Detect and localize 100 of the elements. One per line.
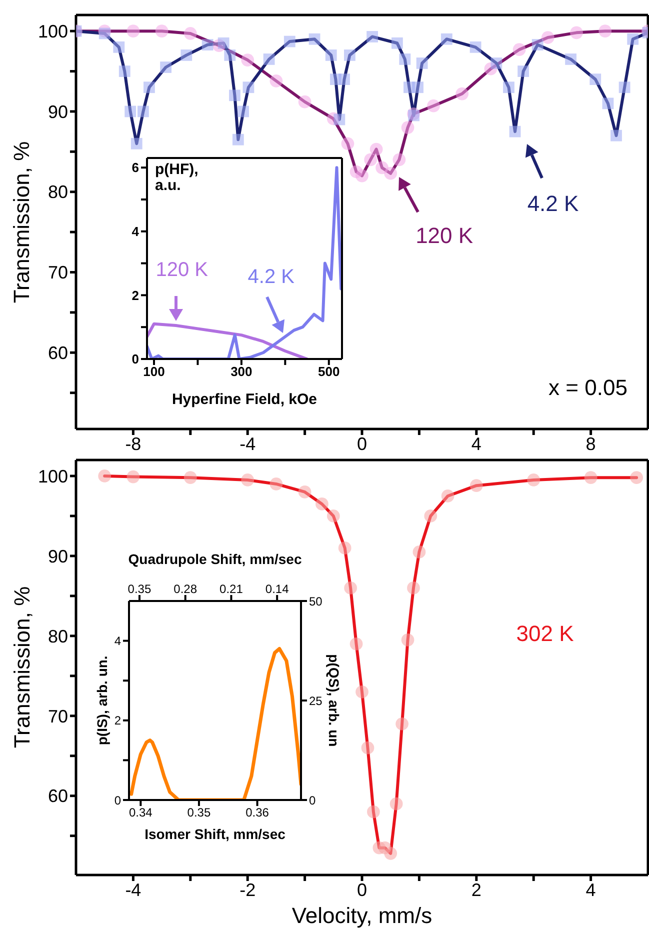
x-tick-label: 8: [586, 434, 596, 454]
point: [118, 66, 130, 77]
point: [427, 99, 440, 112]
point: [416, 58, 428, 69]
point: [391, 37, 403, 49]
x-tick-label: 4: [471, 434, 482, 454]
point: [512, 43, 526, 56]
point: [344, 582, 357, 594]
point: [602, 98, 614, 110]
point: [180, 49, 192, 61]
point: [124, 106, 136, 118]
point: [370, 142, 383, 156]
point: [334, 114, 346, 126]
point: [308, 33, 320, 45]
y2-tick-label: 50: [309, 594, 323, 608]
x-axis-title: Velocity, mm/s: [290, 903, 434, 930]
point: [356, 169, 368, 182]
point: [390, 797, 403, 810]
x2-tick-label: 0.21: [220, 582, 244, 596]
x-tick-label: 0.36: [246, 806, 270, 820]
point: [384, 166, 398, 180]
point: [412, 546, 426, 558]
x-tick-label: 0.35: [187, 806, 211, 820]
point: [270, 74, 283, 88]
point: [229, 90, 240, 102]
text: 302 K: [515, 621, 575, 648]
point: [338, 542, 352, 554]
point: [144, 82, 155, 94]
point: [367, 805, 380, 818]
point: [610, 130, 622, 142]
point: [242, 82, 254, 94]
y-axis-title: p(HF), a.u.: [155, 161, 200, 194]
y2-axis-title: p(QS), arb. un: [324, 653, 342, 749]
point: [218, 37, 230, 49]
point: [325, 49, 337, 61]
point: [527, 474, 540, 486]
x-axis-title: Isomer Shift, mm/sec: [144, 826, 286, 843]
point: [126, 24, 140, 38]
y-tick-label: 90: [48, 102, 68, 122]
y-tick-label: 2: [114, 714, 122, 728]
point: [298, 486, 312, 498]
y-tick-label: 80: [48, 182, 68, 202]
point: [184, 27, 197, 40]
point: [316, 498, 328, 510]
point: [598, 24, 612, 38]
point: [238, 106, 250, 118]
x-tick-label: 0: [356, 880, 368, 900]
point: [509, 126, 521, 138]
y-axis-title: p(IS), arb. un.: [94, 654, 110, 748]
point: [440, 33, 452, 45]
x-tick-label: 2: [471, 880, 482, 900]
point: [470, 41, 482, 53]
point: [590, 74, 602, 86]
point: [490, 58, 502, 69]
x-tick-label: 300: [230, 364, 252, 380]
point: [618, 82, 630, 94]
y-tick-label: 70: [48, 262, 68, 283]
x2-tick-label: 0.35: [128, 582, 152, 596]
point: [263, 54, 275, 65]
y-tick-label: 4: [132, 224, 140, 239]
point: [570, 26, 583, 40]
point: [232, 134, 244, 146]
point: [202, 39, 214, 50]
y-tick-label: 100: [38, 21, 68, 42]
y-tick-label: 4: [114, 634, 122, 648]
x2-tick-label: 0.28: [174, 582, 198, 596]
point: [532, 39, 544, 50]
x2-tick-label: 0.14: [265, 582, 290, 596]
point: [98, 28, 110, 40]
point: [361, 741, 374, 754]
x-tick-label: 500: [318, 364, 340, 380]
point: [350, 637, 363, 650]
point: [326, 510, 340, 522]
annotation: 4.2 K: [526, 190, 580, 217]
y-tick-label: 0: [114, 793, 122, 808]
y2-tick-label: 0: [309, 793, 316, 808]
y-tick-label: 100: [38, 466, 68, 486]
annotation: x = 0.05: [548, 375, 628, 401]
point: [392, 153, 406, 166]
point: [298, 95, 312, 108]
point: [518, 66, 530, 77]
point: [98, 470, 112, 482]
y-tick-label: 80: [48, 626, 68, 646]
point: [503, 82, 514, 94]
point: [338, 74, 350, 86]
point: [366, 31, 378, 42]
point: [630, 471, 643, 484]
point: [341, 137, 354, 150]
x-axis-title: Hyperfine Field, kOe: [170, 391, 318, 409]
point: [130, 138, 142, 150]
point: [113, 41, 125, 53]
y-tick-label: 0: [132, 352, 139, 367]
point: [270, 478, 283, 490]
point: [441, 490, 454, 502]
annotation: 120 K: [154, 258, 209, 282]
x-tick-label: -8: [125, 434, 142, 454]
y-tick-label: 2: [132, 288, 139, 303]
point: [224, 49, 236, 61]
y-tick-label: 6: [132, 160, 139, 176]
point: [344, 49, 356, 61]
